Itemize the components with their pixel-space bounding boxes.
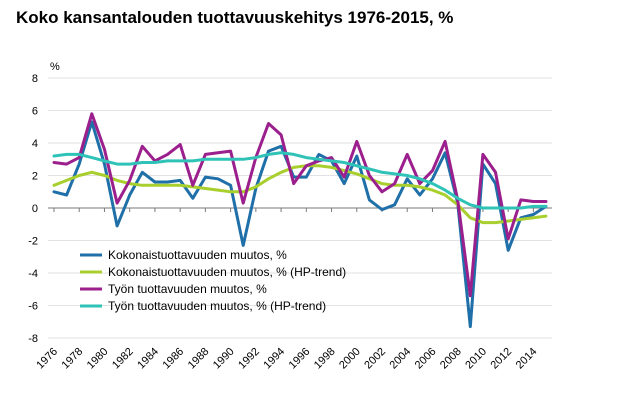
x-tick-label: 1990	[211, 346, 237, 372]
x-tick-label: 1984	[135, 346, 161, 372]
x-tick-label: 2012	[488, 346, 514, 372]
y-tick-label: 8	[32, 73, 38, 85]
x-tick-label: 1982	[110, 346, 136, 372]
x-tick-label: 2006	[413, 346, 439, 372]
legend-label-4: Työn tuottavuuden muutos, % (HP-trend)	[108, 299, 326, 313]
y-tick-label: 2	[32, 171, 38, 183]
legend: Kokonaistuottavuuden muutos, % Kokonaistu…	[80, 248, 346, 313]
x-tick-label: 1998	[312, 346, 338, 372]
series-line-2	[52, 164, 548, 225]
x-tick-label: 2002	[362, 346, 388, 372]
x-tick-label: 2000	[337, 346, 363, 372]
x-tick-label: 1978	[60, 346, 86, 372]
y-tick-label: -2	[28, 236, 38, 248]
x-tick-label: 1988	[186, 346, 212, 372]
x-tick-label: 2014	[514, 346, 540, 372]
x-tick-label: 1996	[287, 346, 313, 372]
x-tick-label: 2004	[388, 346, 414, 372]
series-layer	[52, 112, 548, 329]
x-tick-label: 1986	[160, 346, 186, 372]
legend-label-2: Kokonaistuottavuuden muutos, % (HP-trend…	[108, 265, 346, 279]
y-tick-label: 6	[32, 106, 38, 118]
legend-label-3: Työn tuottavuuden muutos, %	[108, 282, 267, 296]
legend-label-1: Kokonaistuottavuuden muutos, %	[108, 248, 287, 262]
y-axis-label: %	[50, 61, 60, 73]
y-tick-label: 0	[32, 203, 38, 215]
x-tick-label: 1994	[261, 346, 287, 372]
chart-title: Koko kansantalouden tuottavuuskehitys 19…	[16, 8, 454, 27]
y-tick-label: 4	[32, 138, 38, 150]
y-tick-label: -6	[28, 301, 38, 313]
series-line-4	[52, 151, 548, 210]
x-tick-label: 1980	[85, 346, 111, 372]
y-tick-label: -4	[28, 268, 38, 280]
x-tick-label: 1992	[236, 346, 262, 372]
x-tick-label: 2008	[438, 346, 464, 372]
x-tick-label: 2010	[463, 346, 489, 372]
x-tick-label: 1976	[34, 346, 60, 372]
y-tick-label: -8	[28, 333, 38, 345]
